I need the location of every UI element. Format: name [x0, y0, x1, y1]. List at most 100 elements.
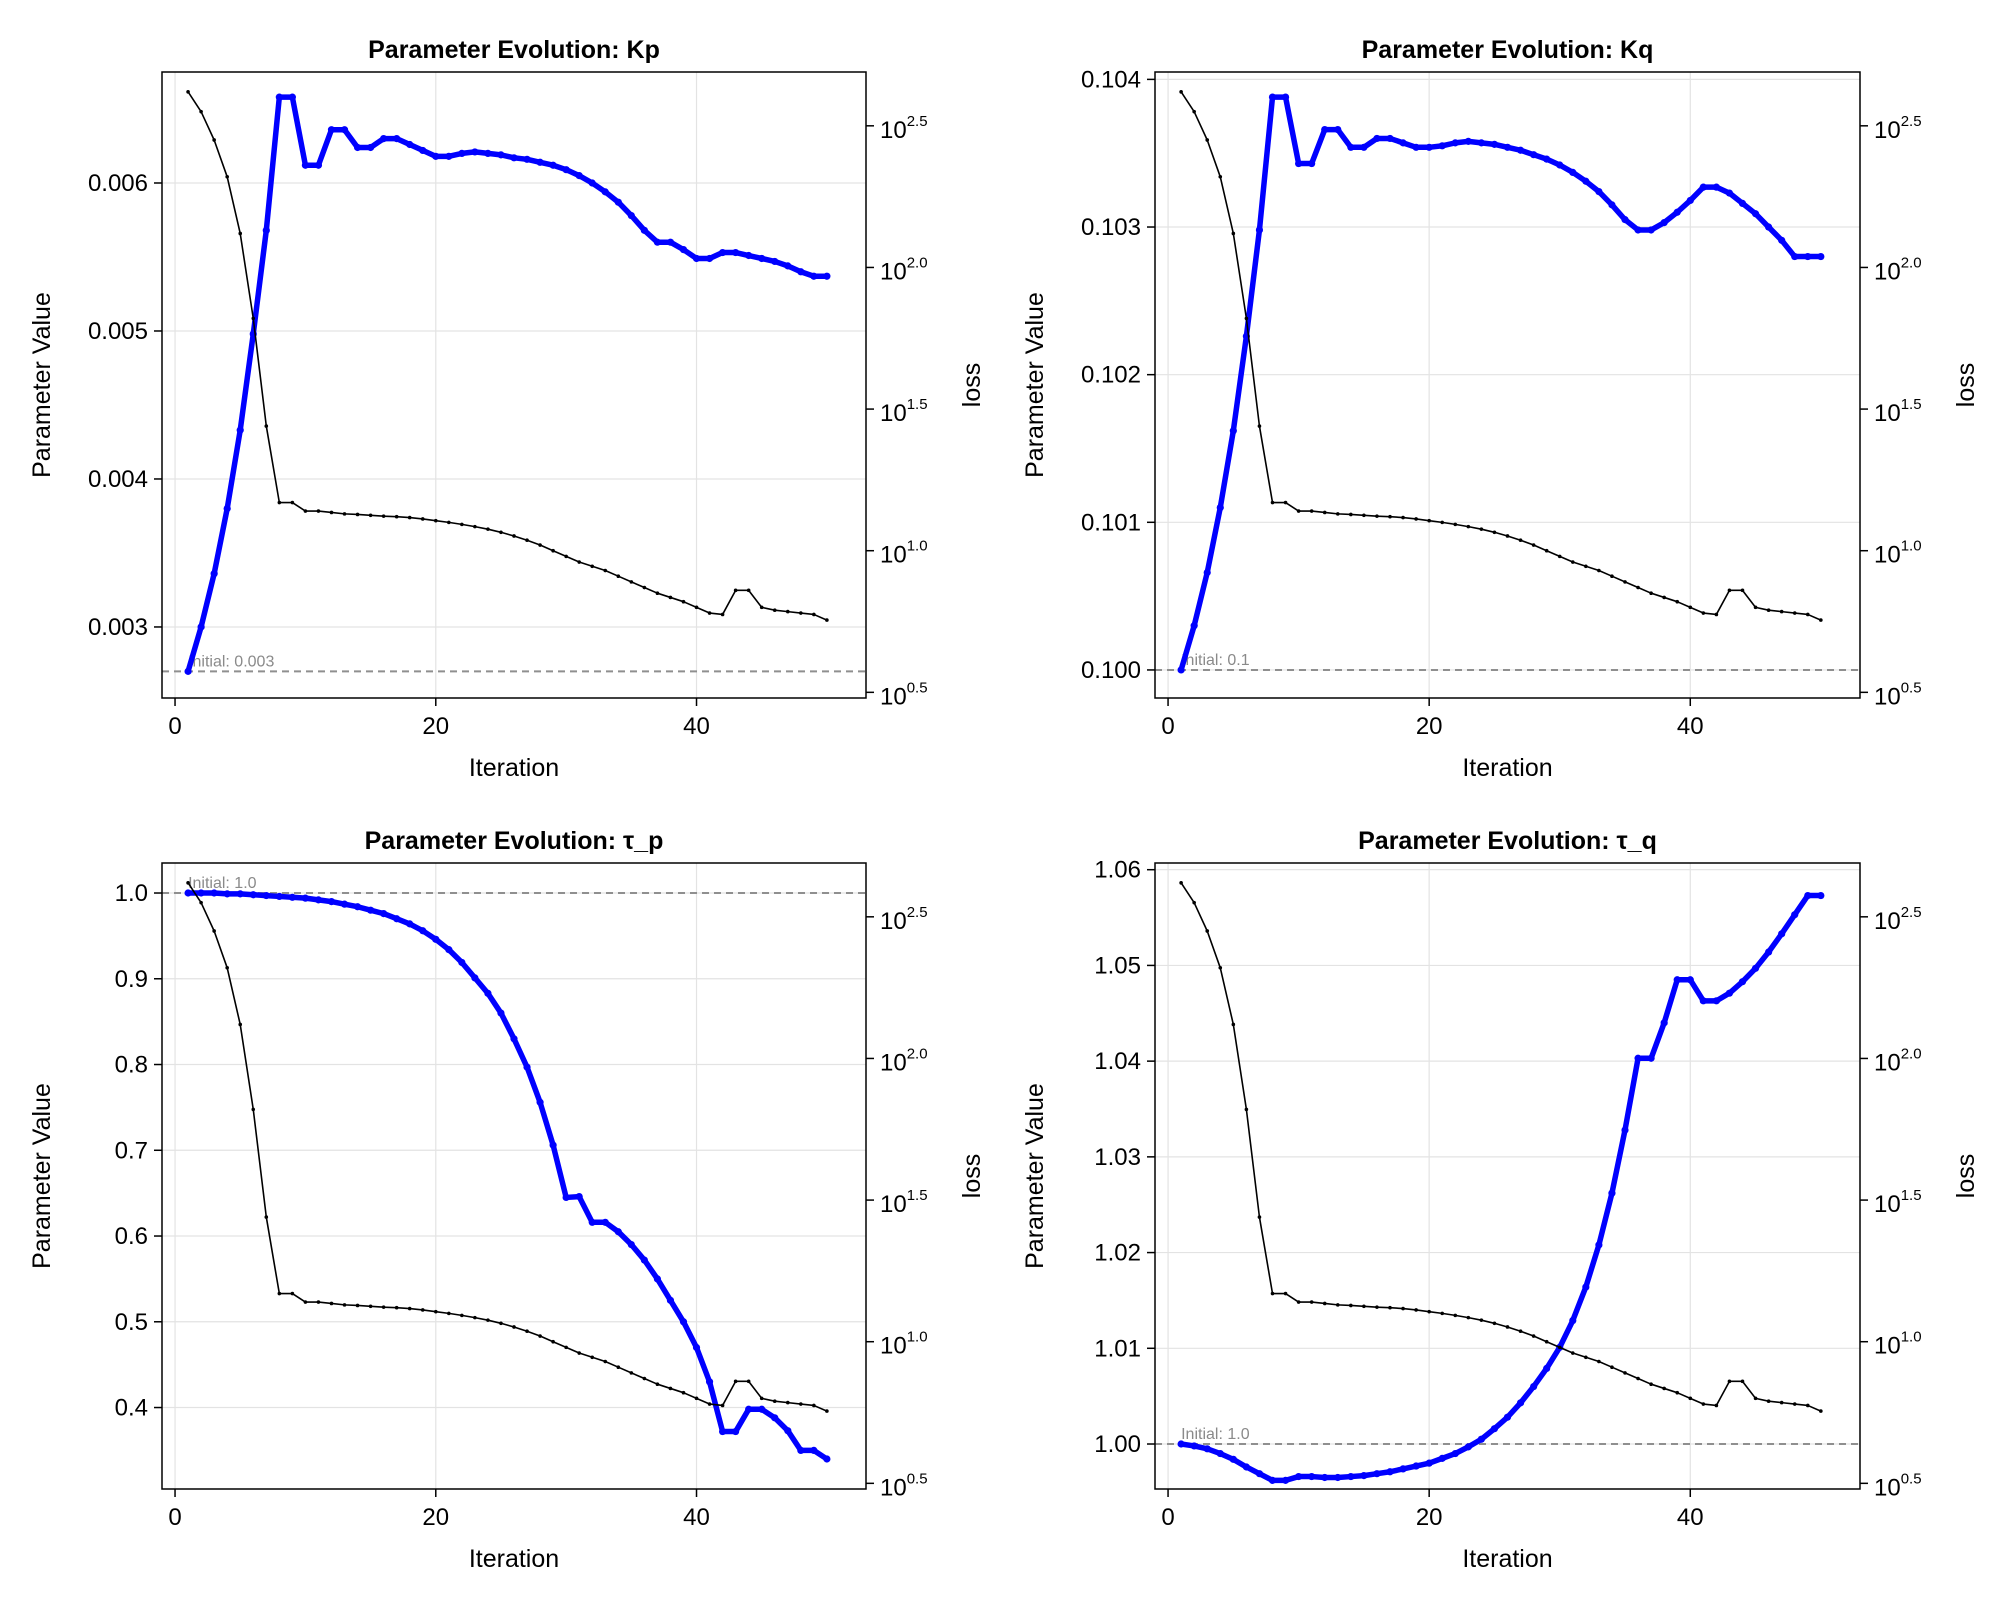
y2-tick-base: 10	[880, 1474, 907, 1501]
parameter-point	[784, 1427, 792, 1435]
y-tick-label: 0.101	[1081, 509, 1141, 536]
loss-point	[447, 520, 451, 525]
parameter-point	[1438, 142, 1446, 150]
loss-point	[1805, 612, 1810, 617]
loss-point	[772, 608, 777, 612]
y-tick-label: 1.05	[1094, 952, 1141, 979]
parameter-point	[1451, 139, 1459, 147]
parameter-point	[1268, 1476, 1277, 1484]
loss-point	[1792, 1402, 1797, 1406]
parameter-point	[640, 1256, 648, 1264]
loss-point	[1714, 1403, 1719, 1408]
loss-point	[394, 1305, 399, 1310]
loss-point	[290, 500, 295, 505]
initial-value-label: Initial: 0.1	[1181, 652, 1250, 669]
plot-area	[162, 863, 866, 1489]
loss-point	[433, 518, 438, 523]
parameter-point	[1308, 159, 1316, 168]
parameter-point	[1386, 1468, 1394, 1476]
y2-tick-label: 100.5	[880, 679, 928, 710]
loss-point	[433, 1309, 438, 1314]
axes-frame	[161, 862, 867, 1490]
parameter-point	[327, 897, 336, 906]
parameter-point	[301, 161, 310, 169]
loss-point	[603, 568, 608, 573]
parameter-point	[419, 927, 427, 935]
loss-point	[407, 1306, 412, 1311]
parameter-point	[1373, 1470, 1381, 1478]
parameter-point	[1751, 210, 1760, 218]
parameter-point	[810, 1446, 818, 1455]
y2-tick-base: 10	[1874, 258, 1901, 285]
parameter-point	[718, 1427, 727, 1436]
loss-point	[720, 612, 725, 617]
loss-point	[577, 1351, 581, 1355]
loss-point	[1819, 1409, 1823, 1413]
parameter-point	[679, 1318, 688, 1326]
loss-point	[1584, 1355, 1588, 1360]
parameter-point	[1216, 503, 1224, 512]
y2-tick-label: 100.5	[1874, 679, 1922, 710]
parameter-point	[1595, 187, 1603, 196]
parameter-point	[210, 889, 218, 897]
loss-point	[212, 929, 216, 933]
y2-tick-exponent: 2.0	[1901, 1045, 1922, 1062]
loss-point	[329, 1301, 334, 1306]
parameter-point	[784, 262, 792, 270]
parameter-point	[510, 1035, 518, 1043]
parameter-point	[679, 245, 688, 254]
parameter-point	[1412, 1462, 1420, 1470]
y2-tick-exponent: 1.5	[1901, 1187, 1922, 1204]
loss-point	[1322, 510, 1327, 515]
y-tick-label: 0.7	[115, 1137, 148, 1164]
loss-point	[1727, 1379, 1732, 1384]
parameter-point	[797, 1446, 805, 1455]
loss-point	[1544, 548, 1549, 553]
parameter-point	[575, 1192, 583, 1201]
parameter-point	[406, 140, 414, 149]
loss-point	[368, 1304, 373, 1309]
parameter-point	[1425, 1459, 1433, 1467]
loss-point	[1414, 1308, 1418, 1312]
parameter-point	[732, 1427, 740, 1436]
parameter-point	[588, 179, 596, 187]
x-axis-label: Iteration	[1462, 1545, 1552, 1573]
loss-point	[1766, 1399, 1771, 1403]
y2-tick-base: 10	[1874, 542, 1901, 569]
parameter-point	[745, 251, 753, 260]
parameter-point	[1503, 1413, 1512, 1421]
y-tick-label: 1.04	[1094, 1048, 1141, 1075]
loss-point	[707, 1402, 712, 1406]
y2-tick-label: 102.5	[880, 113, 928, 144]
y2-tick-label: 101.5	[880, 396, 928, 427]
parameter-point	[1725, 189, 1734, 197]
y2-tick-exponent: 1.0	[907, 538, 928, 555]
parameter-point	[601, 1218, 609, 1226]
y2-tick-exponent: 1.5	[907, 396, 928, 413]
parameter-point	[771, 1414, 779, 1422]
parameter-point	[575, 171, 583, 180]
parameter-point	[666, 238, 675, 246]
parameter-point	[262, 226, 270, 234]
loss-point	[1792, 611, 1797, 615]
parameter-point	[1530, 151, 1538, 159]
loss-point	[447, 1311, 451, 1316]
loss-point	[668, 595, 673, 600]
x-tick-label: 20	[1416, 1504, 1443, 1531]
parameter-point	[1360, 143, 1368, 151]
parameter-point	[1334, 125, 1342, 134]
plot-area	[162, 72, 866, 698]
parameter-point	[380, 134, 388, 143]
loss-point	[1636, 585, 1640, 590]
loss-point	[1179, 90, 1183, 94]
loss-point	[733, 1379, 738, 1384]
parameter-point	[275, 93, 283, 101]
y-tick-label: 0.100	[1081, 657, 1141, 684]
y2-tick-label: 102.5	[1874, 904, 1922, 935]
parameter-point	[1712, 997, 1720, 1005]
x-tick-label: 0	[168, 713, 181, 740]
loss-point	[1283, 1291, 1288, 1296]
parameter-point	[1699, 183, 1707, 191]
loss-point	[538, 543, 542, 547]
